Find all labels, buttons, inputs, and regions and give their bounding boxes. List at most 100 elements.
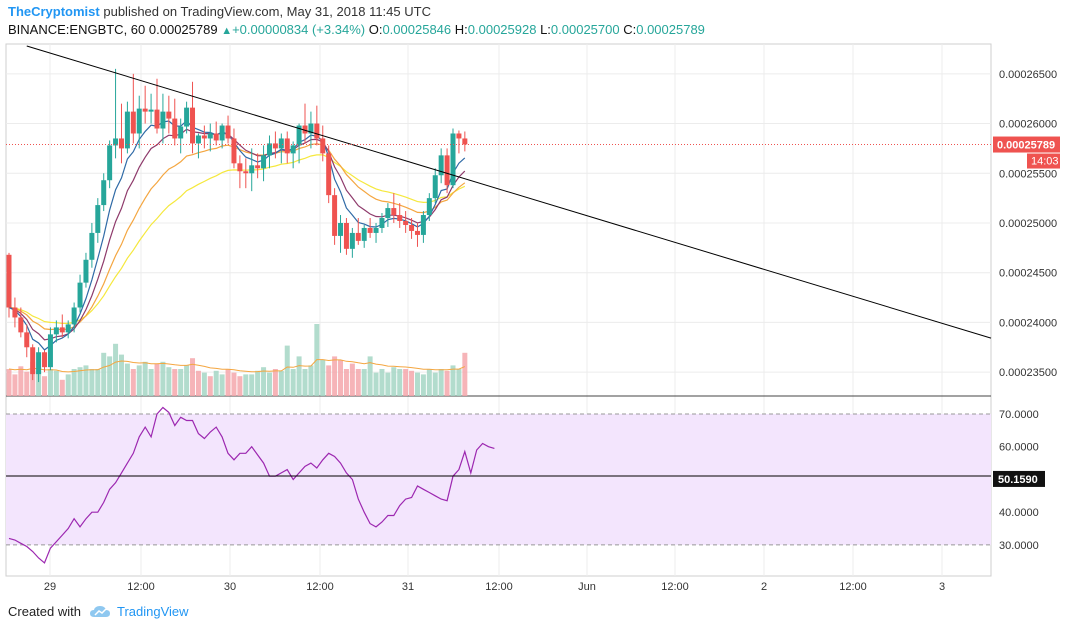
candle-body: [397, 215, 403, 221]
volume-bar: [71, 369, 77, 396]
time-tick-label: 2: [761, 581, 767, 593]
moving-averages: [8, 120, 466, 373]
candle-body: [456, 133, 462, 139]
volume-bar: [95, 369, 101, 396]
price-axis[interactable]: 0.00026500 0.00026000 0.00025500 0.00025000…: [993, 69, 1060, 379]
volume-bar: [290, 369, 296, 396]
volume-bar: [130, 369, 136, 396]
volume-bar: [124, 363, 130, 396]
volume-bar: [326, 365, 332, 396]
price-tick-label: 0.00024000: [999, 317, 1057, 329]
tradingview-link[interactable]: TradingView: [116, 604, 189, 619]
candle-body: [314, 123, 320, 139]
author-link[interactable]: TheCryptomist: [8, 4, 100, 19]
price-tick-label: 0.00026500: [999, 69, 1057, 81]
candle-body: [414, 230, 420, 235]
volume-bar: [184, 365, 190, 396]
candle-body: [190, 107, 196, 144]
symbol-line: BINANCE:ENGBTC, 60 0.00025789 ▲+0.000008…: [8, 22, 705, 37]
time-axis[interactable]: 29 12:00 30 12:00 31 12:00 Jun 12:00 2 12:00 3: [44, 581, 945, 593]
volume-bar: [462, 352, 468, 396]
volume-bar: [409, 370, 415, 396]
candle-body: [154, 109, 160, 129]
candle-body: [308, 123, 314, 134]
volume-bar: [36, 370, 42, 396]
volume-bar: [172, 369, 178, 396]
candle-body: [166, 111, 172, 119]
volume-bar: [89, 369, 95, 396]
candle-body: [438, 155, 444, 176]
volume-bar: [201, 372, 207, 396]
volume-bar: [420, 374, 426, 396]
candles: [6, 68, 468, 383]
rsi-pane: [8, 406, 495, 564]
candle-body: [65, 324, 71, 333]
candle-body: [201, 135, 207, 139]
candle-body: [225, 125, 231, 139]
candle-body: [249, 165, 255, 174]
candle-body: [101, 180, 107, 206]
time-tick-label: 12:00: [127, 581, 155, 593]
rsi-tick-label: 60.0000: [999, 442, 1039, 454]
candle-body: [332, 195, 338, 236]
time-tick-label: 31: [402, 581, 414, 593]
volume-bar: [261, 367, 267, 396]
chart-canvas[interactable]: 0.00026500 0.00026000 0.00025500 0.00025000…: [0, 0, 1069, 600]
volume-bar: [142, 361, 148, 396]
symbol-label: BINANCE:ENGBTC, 60: [8, 22, 146, 37]
rsi-value-label: 50.1590: [998, 474, 1038, 486]
volume-bar: [367, 356, 373, 396]
volume-bar: [166, 367, 172, 396]
time-tick-label: 12:00: [661, 581, 689, 593]
volume-bar: [219, 374, 225, 396]
rsi-axis[interactable]: 70.000060.000050.000040.000030.000050.15…: [993, 409, 1045, 552]
volume-bar: [42, 376, 48, 396]
volume-bar: [113, 343, 119, 396]
rsi-band: [6, 414, 991, 545]
candle-body: [142, 108, 148, 112]
candle-body: [59, 327, 65, 333]
candle-body: [18, 317, 24, 333]
candle-body: [243, 171, 249, 174]
volume-bar: [237, 376, 243, 396]
up-triangle-icon: ▲: [221, 25, 233, 37]
candle-body: [278, 138, 284, 149]
high-value: 0.00025928: [467, 22, 537, 37]
volume-bar: [349, 363, 355, 396]
volume-bar: [101, 352, 107, 396]
price-tick-label: 0.00024500: [999, 268, 1057, 280]
candle-body: [284, 138, 290, 154]
volume-bar: [249, 374, 255, 396]
rsi-line: [8, 406, 495, 564]
volume-bar: [320, 360, 326, 396]
price-change: +0.00000834 (+3.34%): [232, 22, 366, 37]
price-tick-label: 0.00023500: [999, 367, 1057, 379]
candle-body: [83, 259, 89, 283]
candle-body: [160, 111, 166, 129]
candle-body: [367, 227, 373, 233]
volume-bar: [148, 369, 154, 396]
volume-bar: [47, 369, 53, 396]
time-tick-label: Jun: [578, 581, 596, 593]
trendline[interactable]: [26, 45, 992, 339]
volume-bar: [361, 369, 367, 396]
time-tick-label: 30: [224, 581, 236, 593]
candle-body: [450, 133, 456, 186]
volume-bar: [53, 370, 59, 396]
volume-bar: [403, 369, 409, 396]
price-tick-label: 0.00026000: [999, 119, 1057, 131]
countdown-badge: [1027, 153, 1060, 169]
candle-body: [24, 332, 30, 348]
volume-bar: [243, 374, 249, 396]
last-price: 0.00025789: [148, 22, 218, 37]
low-value: 0.00025700: [550, 22, 620, 37]
volume-bar: [118, 354, 124, 396]
tradingview-cloud-icon: [89, 605, 110, 617]
candle-body: [343, 222, 349, 249]
price-tick-label: 0.00025000: [999, 218, 1057, 230]
candle-body: [326, 153, 332, 196]
candle-body: [95, 205, 101, 233]
volume-bar: [207, 376, 213, 396]
candle-body: [237, 163, 243, 172]
volume-bar: [373, 372, 379, 396]
